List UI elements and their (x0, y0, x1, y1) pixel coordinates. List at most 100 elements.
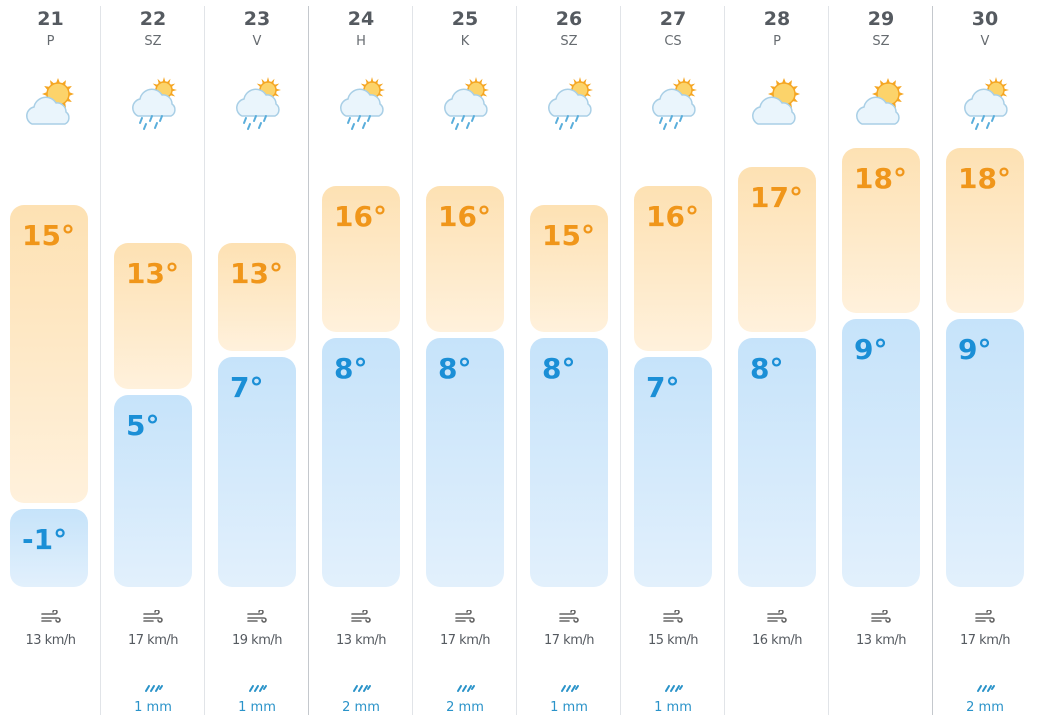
high-temp: 15° (22, 219, 75, 252)
high-temp: 16° (646, 200, 699, 233)
day-date: 26 (555, 8, 583, 30)
partly-cloudy-icon (22, 72, 80, 130)
partly-cloudy-icon (852, 72, 910, 130)
forecast-day[interactable]: 23 V 13° 7° 19 km/h 1 mm (205, 0, 309, 725)
high-temp-bar: 16° (322, 186, 400, 332)
wind-speed: 17 km/h (440, 633, 491, 648)
wind-icon (413, 609, 517, 628)
low-temp-bar: 8° (530, 338, 608, 587)
high-temp: 13° (230, 257, 283, 290)
rain-sun-icon (540, 72, 598, 130)
partly-cloudy-icon (748, 72, 806, 130)
wind-icon (621, 609, 725, 628)
low-temp-bar: -1° (10, 509, 88, 587)
high-temp: 16° (334, 200, 387, 233)
wind-icon (933, 609, 1037, 628)
wind-icon (101, 609, 205, 628)
day-date: 21 (37, 8, 64, 30)
rain-sun-icon (436, 72, 494, 130)
day-of-week: V (252, 34, 262, 49)
high-temp-bar: 18° (842, 148, 920, 313)
high-temp-bar: 15° (530, 205, 608, 332)
column-divider (516, 6, 517, 715)
high-temp: 18° (854, 162, 907, 195)
wind-icon (309, 609, 413, 628)
wind-speed: 17 km/h (128, 633, 179, 648)
low-temp-bar: 5° (114, 395, 192, 587)
low-temp: 8° (750, 352, 784, 385)
forecast-day[interactable]: 25 K 16° 8° 17 km/h 2 mm (413, 0, 517, 725)
column-divider (100, 6, 101, 715)
column-divider (308, 6, 309, 715)
low-temp: -1° (22, 523, 68, 556)
day-date: 23 (243, 8, 271, 30)
high-temp: 15° (542, 219, 595, 252)
day-date: 25 (451, 8, 479, 30)
precipitation-icon (517, 678, 621, 697)
column-divider (204, 6, 205, 715)
day-of-week: P (46, 34, 55, 49)
day-date: 27 (659, 8, 687, 30)
rain-sun-icon (644, 72, 702, 130)
day-of-week: V (980, 34, 990, 49)
forecast-day[interactable]: 30 V 18° 9° 17 km/h 2 mm (933, 0, 1037, 725)
wind-speed: 19 km/h (232, 633, 283, 648)
day-date: 29 (867, 8, 895, 30)
forecast-day[interactable]: 26 SZ 15° 8° 17 km/h 1 mm (517, 0, 621, 725)
precipitation-amount: 1 mm (134, 700, 172, 715)
wind-icon (829, 609, 933, 628)
forecast-day[interactable]: 22 SZ 13° 5° 17 km/h 1 mm (101, 0, 205, 725)
high-temp: 18° (958, 162, 1011, 195)
wind-icon (725, 609, 829, 628)
precipitation-amount: 2 mm (342, 700, 380, 715)
wind-speed: 15 km/h (648, 633, 699, 648)
day-date: 24 (347, 8, 375, 30)
forecast-day[interactable]: 28 P 17° 8° 16 km/h (725, 0, 829, 725)
high-temp: 16° (438, 200, 491, 233)
day-of-week: P (773, 34, 781, 49)
column-divider (620, 6, 621, 715)
low-temp-bar: 9° (842, 319, 920, 587)
precipitation-icon (205, 678, 309, 697)
rain-sun-icon (956, 72, 1014, 130)
wind-icon (517, 609, 621, 628)
day-of-week: SZ (144, 34, 162, 49)
forecast-day[interactable]: 29 SZ 18° 9° 13 km/h (829, 0, 933, 725)
high-temp-bar: 16° (426, 186, 504, 332)
low-temp-bar: 8° (322, 338, 400, 587)
high-temp: 17° (750, 181, 803, 214)
wind-speed: 13 km/h (25, 633, 77, 648)
low-temp: 9° (958, 333, 992, 366)
wind-icon (205, 609, 309, 628)
precipitation-amount: 1 mm (550, 700, 588, 715)
precipitation-icon (933, 678, 1037, 697)
low-temp-bar: 8° (738, 338, 816, 587)
forecast-day[interactable]: 27 CS 16° 7° 15 km/h 1 mm (621, 0, 725, 725)
wind-speed: 13 km/h (856, 633, 907, 648)
precipitation-amount: 2 mm (966, 700, 1004, 715)
low-temp-bar: 8° (426, 338, 504, 587)
low-temp: 9° (854, 333, 888, 366)
high-temp-bar: 13° (218, 243, 296, 351)
forecast-day[interactable]: 21 P 15° -1° 13 km/h (0, 0, 101, 725)
day-date: 30 (971, 8, 999, 30)
column-divider (932, 6, 933, 715)
rain-sun-icon (332, 72, 390, 130)
precipitation-amount: 2 mm (446, 700, 484, 715)
high-temp-bar: 17° (738, 167, 816, 332)
day-of-week: H (356, 34, 366, 49)
wind-speed: 13 km/h (336, 633, 387, 648)
low-temp: 5° (126, 409, 160, 442)
precipitation-icon (413, 678, 517, 697)
day-date: 22 (139, 8, 167, 30)
forecast-day[interactable]: 24 H 16° 8° 13 km/h 2 mm (309, 0, 413, 725)
high-temp-bar: 15° (10, 205, 88, 503)
high-temp-bar: 18° (946, 148, 1024, 313)
low-temp-bar: 7° (218, 357, 296, 587)
precipitation-icon (621, 678, 725, 697)
day-of-week: SZ (560, 34, 578, 49)
precipitation-icon (309, 678, 413, 697)
low-temp-bar: 9° (946, 319, 1024, 587)
day-of-week: CS (664, 34, 682, 49)
